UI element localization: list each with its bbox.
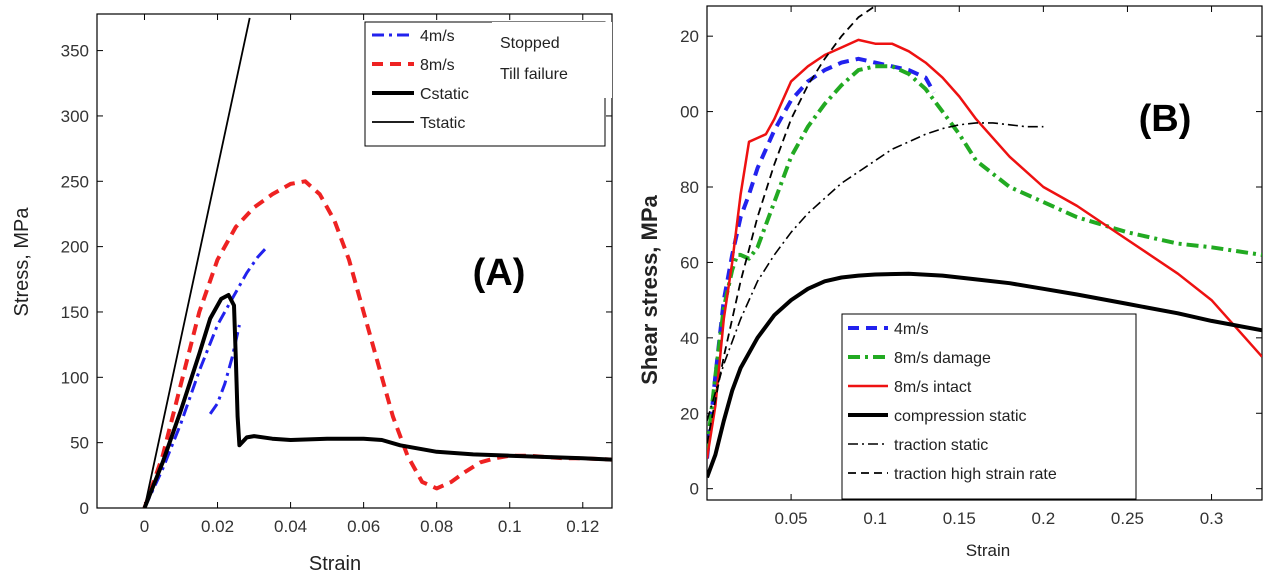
panel-a-y-tick-label: 250: [61, 172, 89, 191]
panel-b-label: (B): [1139, 98, 1192, 140]
panel-b-x-tick-label: 0.25: [1111, 509, 1144, 528]
panel-a-series-4m-s-unloading: [208, 324, 241, 415]
panel-b-y-tick-label: 0: [690, 480, 699, 499]
panel-b-y-tick-label: 20: [680, 404, 699, 423]
panel-a-series-4m-s: [143, 248, 267, 508]
panel-a-series-tstatic: [143, 17, 251, 508]
panel-b-legend: 4m/s 8m/s damage 8m/s intact compression st…: [841, 313, 1137, 500]
panel-b-y-tick-label: 60: [680, 253, 699, 272]
annotation-background: [492, 22, 612, 98]
panel-a-y-tick-label: 50: [70, 434, 89, 453]
panel-b-legend-label-traction-high-strain-rate: traction high strain rate: [894, 466, 1057, 483]
panel-a-label: (A): [473, 252, 526, 294]
panel-b: 0.05 0.1 0.15 0.2 0.25 0.3 0 20 40 60 80 00 20 Stra…: [637, 5, 1263, 560]
panel-a-y-tick-label: 200: [61, 238, 89, 257]
panel-a-x-tick-label: 0.08: [420, 517, 453, 536]
panel-a: 0 0.02 0.04 0.06 0.08 0.1 0.12 0 50 100 150 200 250…: [11, 13, 613, 574]
panel-b-x-tick-label: 0.2: [1032, 509, 1056, 528]
panel-a-x-tick-label: 0.06: [347, 517, 380, 536]
panel-a-x-tick-label: 0.04: [274, 517, 307, 536]
panel-b-y-tick-label: 20: [680, 27, 699, 46]
panel-a-legend-label-cstatic: Cstatic: [420, 86, 469, 103]
panel-b-x-tick-label: 0.15: [943, 509, 976, 528]
panel-b-series-8m-s-intact: [707, 38, 1262, 459]
panel-a-y-tick-label: 350: [61, 42, 89, 61]
panel-a-x-tick-label: 0.1: [498, 517, 522, 536]
panel-b-y-tick-label: 00: [680, 103, 699, 122]
panel-b-x-axis-label: Strain: [966, 541, 1010, 560]
panel-a-x-tick-label: 0.02: [201, 517, 234, 536]
panel-b-x-tick-label: 0.05: [775, 509, 808, 528]
panel-b-y-axis-label: Shear stress, MPa: [637, 194, 662, 384]
panel-a-legend-label-8m-s: 8m/s: [420, 57, 455, 74]
panel-b-legend-label-4m-s: 4m/s: [894, 321, 929, 338]
panel-b-legend-label-traction-static: traction static: [894, 437, 988, 454]
panel-a-y-axis-label: Stress, MPa: [11, 207, 33, 317]
panel-b-x-tick-label: 0.3: [1200, 509, 1224, 528]
panel-a-series-cstatic: [142, 293, 612, 508]
annotation-stopped: Stopped: [500, 35, 560, 52]
panel-b-x-tick-label: 0.1: [863, 509, 887, 528]
panel-a-y-tick-label: 300: [61, 107, 89, 126]
panel-a-legend-label-tstatic: Tstatic: [420, 115, 465, 132]
panel-a-y-tick-label: 100: [61, 368, 89, 387]
panel-a-x-tick-label: 0: [140, 517, 149, 536]
panel-b-legend-label-8m-s-intact: 8m/s intact: [894, 379, 972, 396]
panel-a-legend-label-4m-s: 4m/s: [420, 28, 455, 45]
panel-b-y-tick-label: 80: [680, 178, 699, 197]
annotation-till-failure: Till failure: [500, 66, 568, 83]
panel-b-series-8m-s-damage: [707, 64, 1262, 452]
panel-b-y-tick-label: 40: [680, 329, 699, 348]
panel-a-x-axis-label: Strain: [309, 553, 361, 574]
panel-a-y-tick-label: 150: [61, 303, 89, 322]
panel-b-legend-label-8m-s-damage: 8m/s damage: [894, 350, 991, 367]
panel-b-legend-label-compression-static: compression static: [894, 408, 1027, 425]
panel-b-series-compression-static: [707, 271, 1262, 479]
panel-b-legend-box: [841, 313, 1137, 500]
panel-a-x-tick-label: 0.12: [566, 517, 599, 536]
panel-a-y-tick-label: 0: [80, 499, 89, 518]
